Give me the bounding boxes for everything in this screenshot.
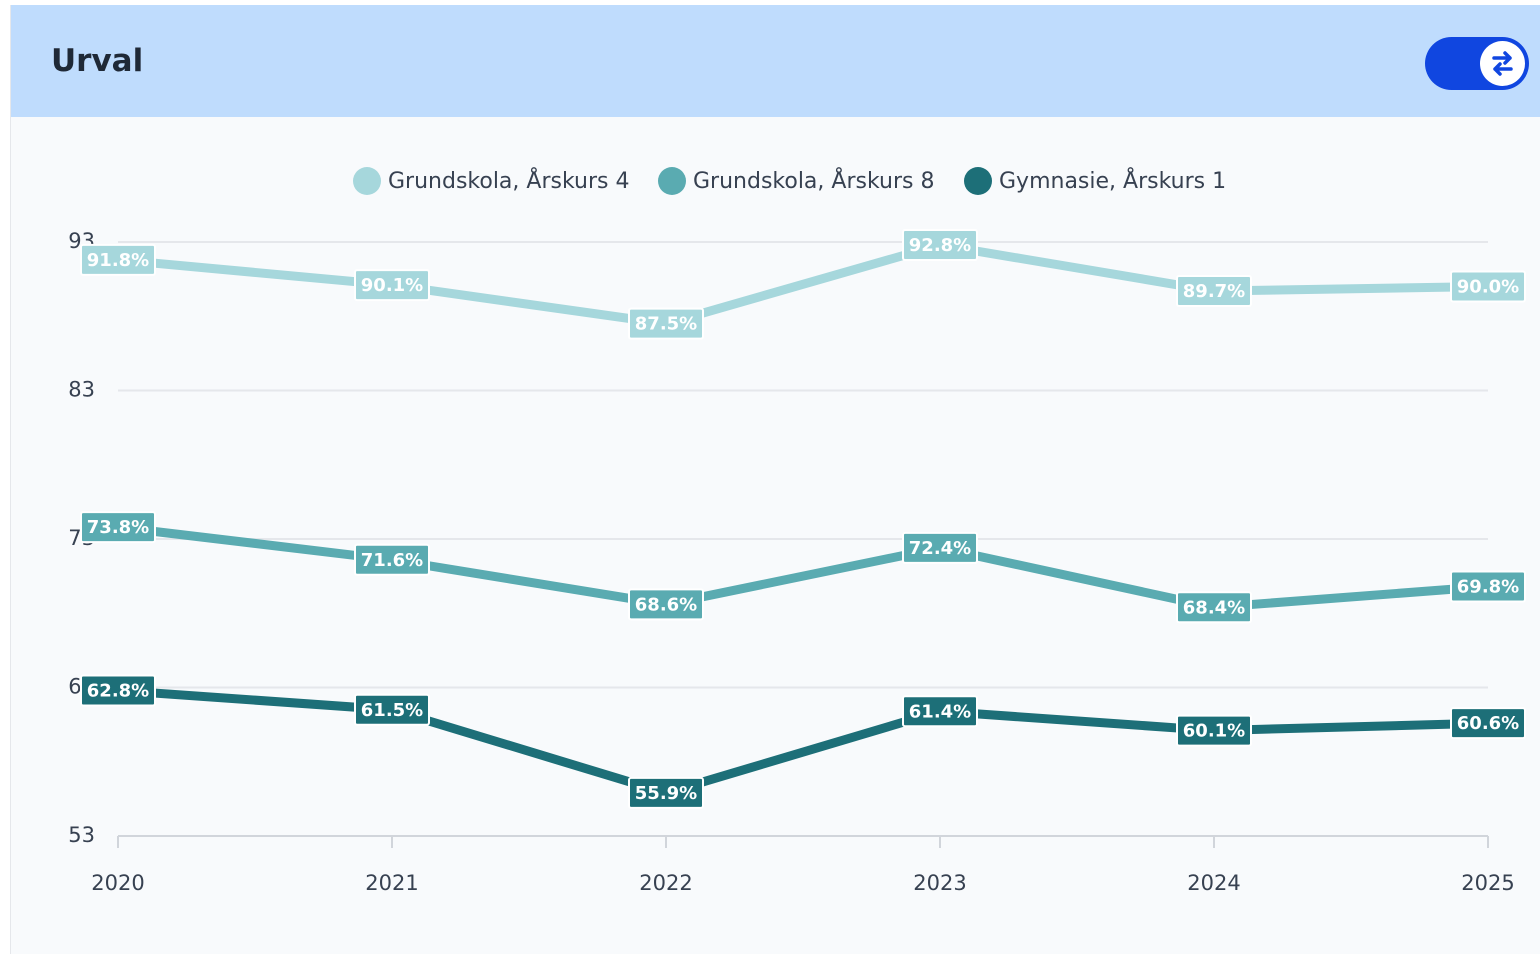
data-label: 92.8% [909, 235, 971, 256]
legend-label: Gymnasie, Årskurs 1 [999, 167, 1226, 194]
data-label-box [1176, 275, 1252, 308]
y-tick-label: 53 [68, 823, 95, 847]
data-label-box [628, 588, 704, 621]
data-label-box [1450, 707, 1526, 740]
data-label: 61.4% [909, 701, 971, 722]
toggle[interactable] [1425, 37, 1529, 90]
data-label-box [354, 269, 430, 302]
legend-label: Grundskola, Årskurs 4 [388, 167, 629, 194]
x-tick-label: 2020 [91, 871, 144, 895]
series-line [117, 522, 1489, 612]
header-title: Urval [51, 43, 144, 79]
data-label-box [902, 695, 978, 728]
data-label-box [1176, 591, 1252, 624]
data-label: 72.4% [909, 538, 971, 559]
data-label: 87.5% [635, 314, 697, 335]
data-label-box [80, 511, 156, 544]
data-label-box [1450, 570, 1526, 603]
data-label-box [902, 228, 978, 261]
y-tick-label: 83 [68, 378, 95, 402]
data-label-box [628, 307, 704, 340]
data-label-box [80, 243, 156, 276]
data-label: 90.1% [361, 275, 423, 296]
data-label-box [354, 693, 430, 726]
data-label: 69.8% [1457, 577, 1519, 598]
x-tick-label: 2023 [913, 871, 966, 895]
x-tick-label: 2022 [639, 871, 692, 895]
data-label: 89.7% [1183, 281, 1245, 302]
data-label-box [1450, 270, 1526, 303]
legend-swatch [353, 167, 381, 195]
swap-icon [1492, 51, 1513, 76]
legend-swatch [964, 167, 992, 195]
data-label: 68.4% [1183, 597, 1245, 618]
x-tick-label: 2021 [365, 871, 418, 895]
data-label: 68.6% [635, 594, 697, 615]
data-label: 60.1% [1183, 721, 1245, 742]
data-label: 55.9% [635, 783, 697, 804]
data-label-box [902, 531, 978, 564]
data-label: 73.8% [87, 517, 149, 538]
data-label: 60.6% [1457, 713, 1519, 734]
header: Urval [11, 5, 1540, 117]
data-label: 90.0% [1457, 277, 1519, 298]
data-label-box [1176, 714, 1252, 747]
toggle-knob[interactable] [1480, 41, 1525, 86]
legend-label: Grundskola, Årskurs 8 [693, 167, 934, 194]
data-label: 62.8% [87, 680, 149, 701]
legend-swatch [658, 167, 686, 195]
panel: Urval [10, 5, 1540, 954]
data-label-box [80, 674, 156, 707]
x-tick-label: 2024 [1187, 871, 1240, 895]
series-line [117, 240, 1489, 329]
data-label: 61.5% [361, 700, 423, 721]
x-tick-label: 2025 [1461, 871, 1514, 895]
series-line [117, 685, 1489, 798]
data-label-box [354, 543, 430, 576]
data-label: 71.6% [361, 550, 423, 571]
data-label-box [628, 776, 704, 809]
data-label: 91.8% [87, 250, 149, 271]
